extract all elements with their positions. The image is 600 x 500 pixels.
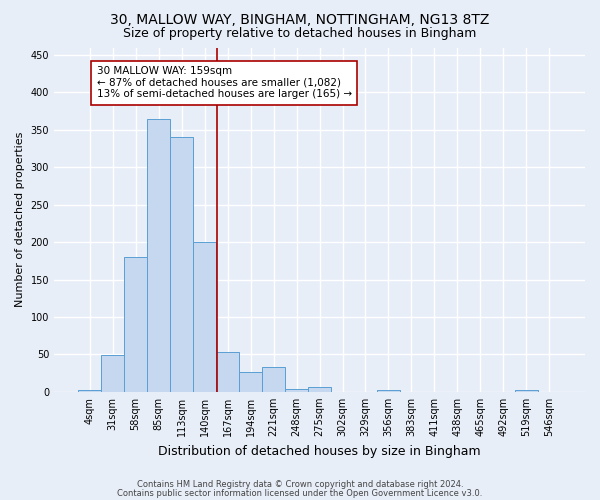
X-axis label: Distribution of detached houses by size in Bingham: Distribution of detached houses by size … [158,444,481,458]
Bar [515,390,538,392]
Bar [78,390,101,392]
Bar [170,138,193,392]
Bar [101,355,124,392]
Bar [124,257,147,392]
Text: 30, MALLOW WAY, BINGHAM, NOTTINGHAM, NG13 8TZ: 30, MALLOW WAY, BINGHAM, NOTTINGHAM, NG1… [110,12,490,26]
Bar [377,390,400,392]
Bar [216,352,239,392]
Text: Size of property relative to detached houses in Bingham: Size of property relative to detached ho… [124,28,476,40]
Text: 30 MALLOW WAY: 159sqm
← 87% of detached houses are smaller (1,082)
13% of semi-d: 30 MALLOW WAY: 159sqm ← 87% of detached … [97,66,352,100]
Y-axis label: Number of detached properties: Number of detached properties [15,132,25,308]
Bar [308,388,331,392]
Bar [193,242,216,392]
Bar [239,372,262,392]
Text: Contains HM Land Registry data © Crown copyright and database right 2024.: Contains HM Land Registry data © Crown c… [137,480,463,489]
Bar [147,118,170,392]
Bar [262,367,285,392]
Bar [285,389,308,392]
Text: Contains public sector information licensed under the Open Government Licence v3: Contains public sector information licen… [118,489,482,498]
